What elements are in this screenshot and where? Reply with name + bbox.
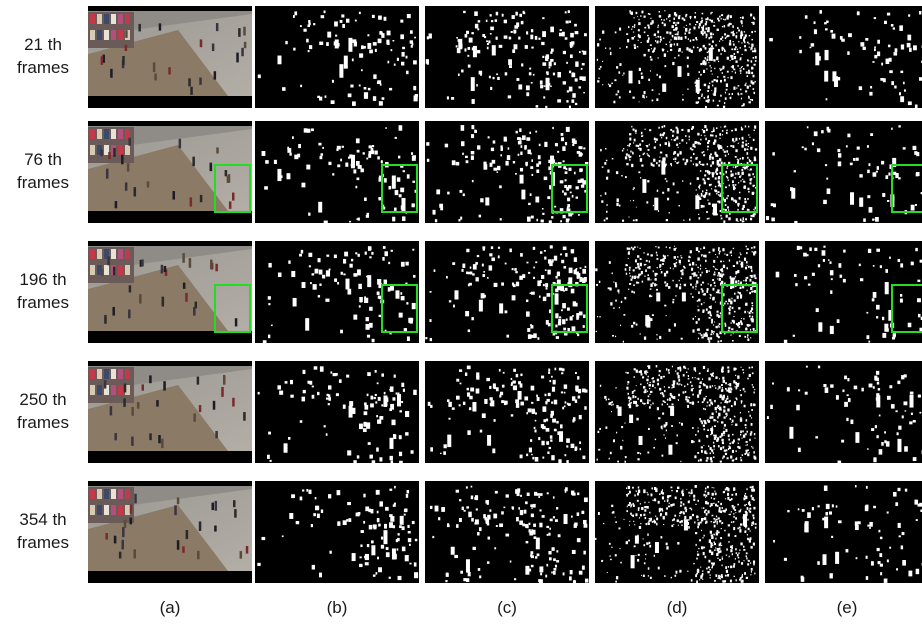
frame-number: 250 th bbox=[19, 390, 67, 409]
row-label: 21 th frames bbox=[0, 33, 86, 79]
frame-unit: frames bbox=[17, 533, 69, 552]
column-label: (d) bbox=[666, 598, 688, 617]
video-frame-image bbox=[88, 6, 252, 108]
row-label: 250 th frames bbox=[0, 388, 86, 434]
video-frame-image bbox=[88, 481, 252, 583]
foreground-mask-image bbox=[765, 6, 922, 108]
foreground-mask-image bbox=[595, 361, 759, 463]
foreground-mask-image bbox=[425, 361, 589, 463]
row-label: 196 th frames bbox=[0, 268, 86, 314]
video-frame-image bbox=[88, 121, 252, 223]
frame-unit: frames bbox=[17, 413, 69, 432]
foreground-mask-image bbox=[255, 121, 419, 223]
foreground-mask-image bbox=[765, 241, 922, 343]
foreground-mask-image bbox=[765, 361, 922, 463]
row-label: 354 th frames bbox=[0, 508, 86, 554]
frame-number: 354 th bbox=[19, 510, 67, 529]
foreground-mask-image bbox=[595, 6, 759, 108]
foreground-mask-image bbox=[255, 481, 419, 583]
foreground-mask-image bbox=[765, 121, 922, 223]
foreground-mask-image bbox=[595, 121, 759, 223]
frame-number: 21 th bbox=[24, 35, 62, 54]
foreground-mask-image bbox=[425, 241, 589, 343]
foreground-mask-image bbox=[595, 241, 759, 343]
foreground-mask-image bbox=[425, 121, 589, 223]
foreground-mask-image bbox=[255, 361, 419, 463]
foreground-mask-image bbox=[595, 481, 759, 583]
frame-unit: frames bbox=[17, 173, 69, 192]
frame-unit: frames bbox=[17, 293, 69, 312]
frame-unit: frames bbox=[17, 58, 69, 77]
foreground-mask-image bbox=[255, 6, 419, 108]
row-label: 76 th frames bbox=[0, 148, 86, 194]
foreground-mask-image bbox=[255, 241, 419, 343]
video-frame-image bbox=[88, 241, 252, 343]
foreground-mask-image bbox=[425, 481, 589, 583]
frame-number: 76 th bbox=[24, 150, 62, 169]
foreground-mask-image bbox=[425, 6, 589, 108]
column-label: (a) bbox=[159, 598, 181, 617]
column-label: (b) bbox=[326, 598, 348, 617]
column-label: (e) bbox=[836, 598, 858, 617]
column-label: (c) bbox=[497, 598, 517, 617]
frame-number: 196 th bbox=[19, 270, 67, 289]
foreground-mask-image bbox=[765, 481, 922, 583]
video-frame-image bbox=[88, 361, 252, 463]
